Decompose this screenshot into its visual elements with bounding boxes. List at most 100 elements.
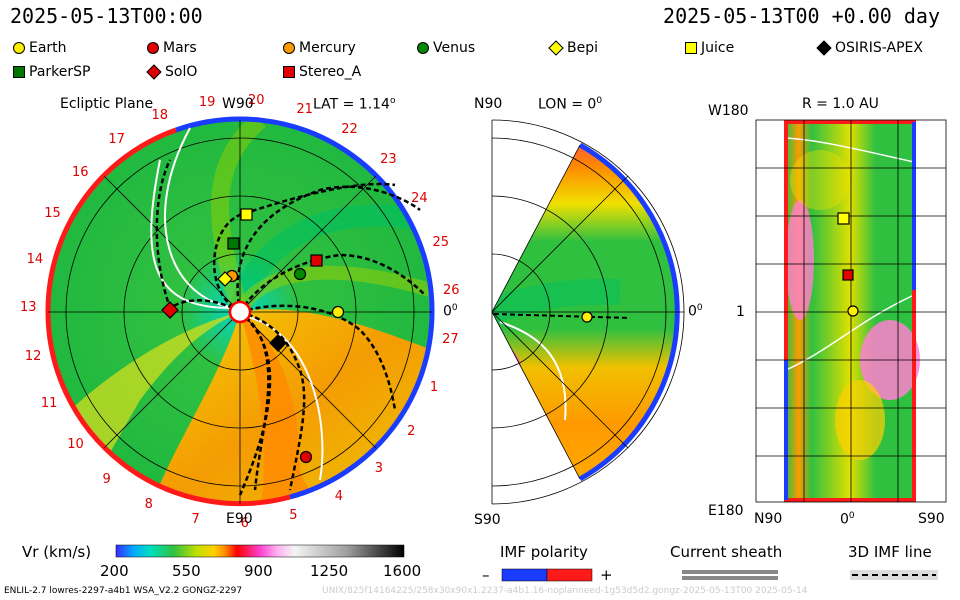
rotation-number: 23 bbox=[380, 152, 397, 168]
legend-label: Stereo_A bbox=[299, 64, 362, 80]
rotation-number: 10 bbox=[67, 437, 84, 453]
earth-marker-icon bbox=[13, 42, 25, 54]
legend-item-mars: Mars bbox=[146, 40, 197, 56]
parkersp-marker-icon bbox=[13, 66, 25, 78]
rotation-number: 7 bbox=[191, 512, 200, 528]
mercury-marker-icon bbox=[283, 42, 295, 54]
stereo-a-marker-icon bbox=[283, 66, 295, 78]
map-stereo-a-position bbox=[842, 269, 854, 281]
meridional-top-label: N90 bbox=[474, 96, 503, 112]
meridional-earth-position bbox=[581, 311, 593, 323]
venus-marker-icon bbox=[417, 42, 429, 54]
rotation-number: 15 bbox=[44, 205, 61, 221]
current-sheath-swatch-top bbox=[682, 570, 778, 574]
colorbar-tick: 1250 bbox=[310, 562, 349, 580]
legend-item-solo: SolO bbox=[146, 64, 197, 80]
meridional-bottom-label: S90 bbox=[474, 512, 501, 528]
rotation-number: 16 bbox=[72, 164, 89, 180]
legend-label: Juice bbox=[701, 40, 735, 56]
map-earth-position bbox=[847, 305, 859, 317]
colorbar-label: Vr (km/s) bbox=[22, 543, 92, 561]
rotation-number: 12 bbox=[24, 349, 42, 365]
rotation-number: 26 bbox=[442, 283, 460, 299]
meridional-right-label: 00 bbox=[688, 303, 703, 320]
ecliptic-title: Ecliptic Plane bbox=[60, 96, 154, 112]
rotation-number: 21 bbox=[296, 101, 313, 117]
rotation-number: 6 bbox=[240, 515, 249, 531]
legend-item-mercury: Mercury bbox=[282, 40, 356, 56]
ecliptic-bottom-label: E90 bbox=[226, 511, 253, 527]
legend-label: ParkerSP bbox=[29, 64, 91, 80]
polarity-ring-negative bbox=[175, 116, 435, 500]
legend-label: Mars bbox=[163, 40, 197, 56]
mars-marker-icon bbox=[147, 42, 159, 54]
ecliptic-top-label: W90 bbox=[222, 96, 254, 112]
solo-marker-icon bbox=[146, 64, 162, 80]
stereo-a-position bbox=[310, 254, 323, 267]
footer-model-info: ENLIL-2.7 lowres-2297-a4b1 WSA_V2.2 GONG… bbox=[4, 586, 243, 596]
synoptic-map bbox=[755, 119, 947, 503]
legend-label: SolO bbox=[165, 64, 198, 80]
vr-colorbar bbox=[115, 544, 405, 558]
polarity-ring-positive bbox=[45, 127, 291, 507]
colorbar-tick: 1600 bbox=[383, 562, 422, 580]
rotation-number: 14 bbox=[26, 251, 44, 267]
imf-polarity-positive-bar bbox=[546, 568, 593, 582]
rotation-number: 9 bbox=[102, 471, 111, 487]
rotation-number: 19 bbox=[198, 94, 216, 110]
colorbar-tick: 900 bbox=[244, 562, 273, 580]
legend-item-earth: Earth bbox=[12, 40, 67, 56]
rotation-number: 11 bbox=[40, 395, 58, 411]
legend-item-osiris-apex: OSIRIS-APEX bbox=[816, 40, 923, 56]
footer-run-id: UNIX/825f14164225/258x30x90x1.2237-a4b1.… bbox=[322, 586, 808, 596]
juice-position bbox=[240, 208, 253, 221]
rotation-number: 17 bbox=[108, 131, 125, 147]
legend-item-venus: Venus bbox=[416, 40, 475, 56]
map-mid-left-label: 1 bbox=[736, 304, 745, 320]
rotation-number: 8 bbox=[144, 497, 153, 513]
legend-label: OSIRIS-APEX bbox=[835, 40, 923, 56]
legend-label: Bepi bbox=[567, 40, 598, 56]
bepi-marker-icon bbox=[548, 40, 564, 56]
rotation-number: 22 bbox=[341, 122, 358, 138]
mars-position bbox=[299, 450, 313, 464]
map-top-left-label: W180 bbox=[708, 103, 749, 119]
map-x-mid-label: 00 bbox=[840, 511, 855, 528]
colorbar-tick: 200 bbox=[100, 562, 129, 580]
legend-label: Earth bbox=[29, 40, 67, 56]
venus-position bbox=[293, 267, 307, 281]
rotation-number: 24 bbox=[411, 190, 428, 206]
timestamp-left: 2025-05-13T00:00 bbox=[10, 4, 203, 28]
solo-position bbox=[161, 301, 179, 319]
current-sheath-swatch-bottom bbox=[682, 576, 778, 580]
ecliptic-lat-label: LAT = 1.14o bbox=[313, 96, 396, 113]
legend-item-juice: Juice bbox=[684, 40, 734, 56]
osiris-apex-marker-icon bbox=[816, 40, 832, 56]
juice-marker-icon bbox=[685, 42, 697, 54]
current-sheath-label: Current sheath bbox=[670, 543, 783, 561]
sun-marker-icon bbox=[228, 300, 252, 324]
legend-label: Mercury bbox=[299, 40, 356, 56]
imf-polarity-negative-bar bbox=[501, 568, 548, 582]
colorbar-tick: 550 bbox=[172, 562, 201, 580]
rotation-number: 3 bbox=[374, 460, 384, 476]
meridional-grid bbox=[491, 119, 685, 505]
legend-item-stereo-a: Stereo_A bbox=[282, 64, 361, 80]
meridional-speed-field bbox=[492, 145, 678, 479]
map-x-left-label: N90 bbox=[754, 511, 783, 527]
rotation-number: 2 bbox=[407, 423, 416, 439]
map-x-right-label: S90 bbox=[918, 511, 945, 527]
legend-item-parkersp: ParkerSP bbox=[12, 64, 90, 80]
map-bottom-left-label: E180 bbox=[708, 503, 744, 519]
legend-label: Venus bbox=[433, 40, 476, 56]
map-juice-position bbox=[837, 212, 850, 225]
ecliptic-right-label: 00 bbox=[443, 303, 458, 320]
rotation-number: 13 bbox=[20, 300, 37, 316]
meridional-lon-label: LON = 00 bbox=[538, 96, 603, 113]
imf-line-label: 3D IMF line bbox=[848, 543, 932, 561]
rotation-number: 4 bbox=[334, 489, 344, 505]
rotation-number: 1 bbox=[429, 379, 439, 395]
rotation-number: 18 bbox=[151, 107, 168, 123]
map-r-label: R = 1.0 AU bbox=[802, 96, 879, 112]
